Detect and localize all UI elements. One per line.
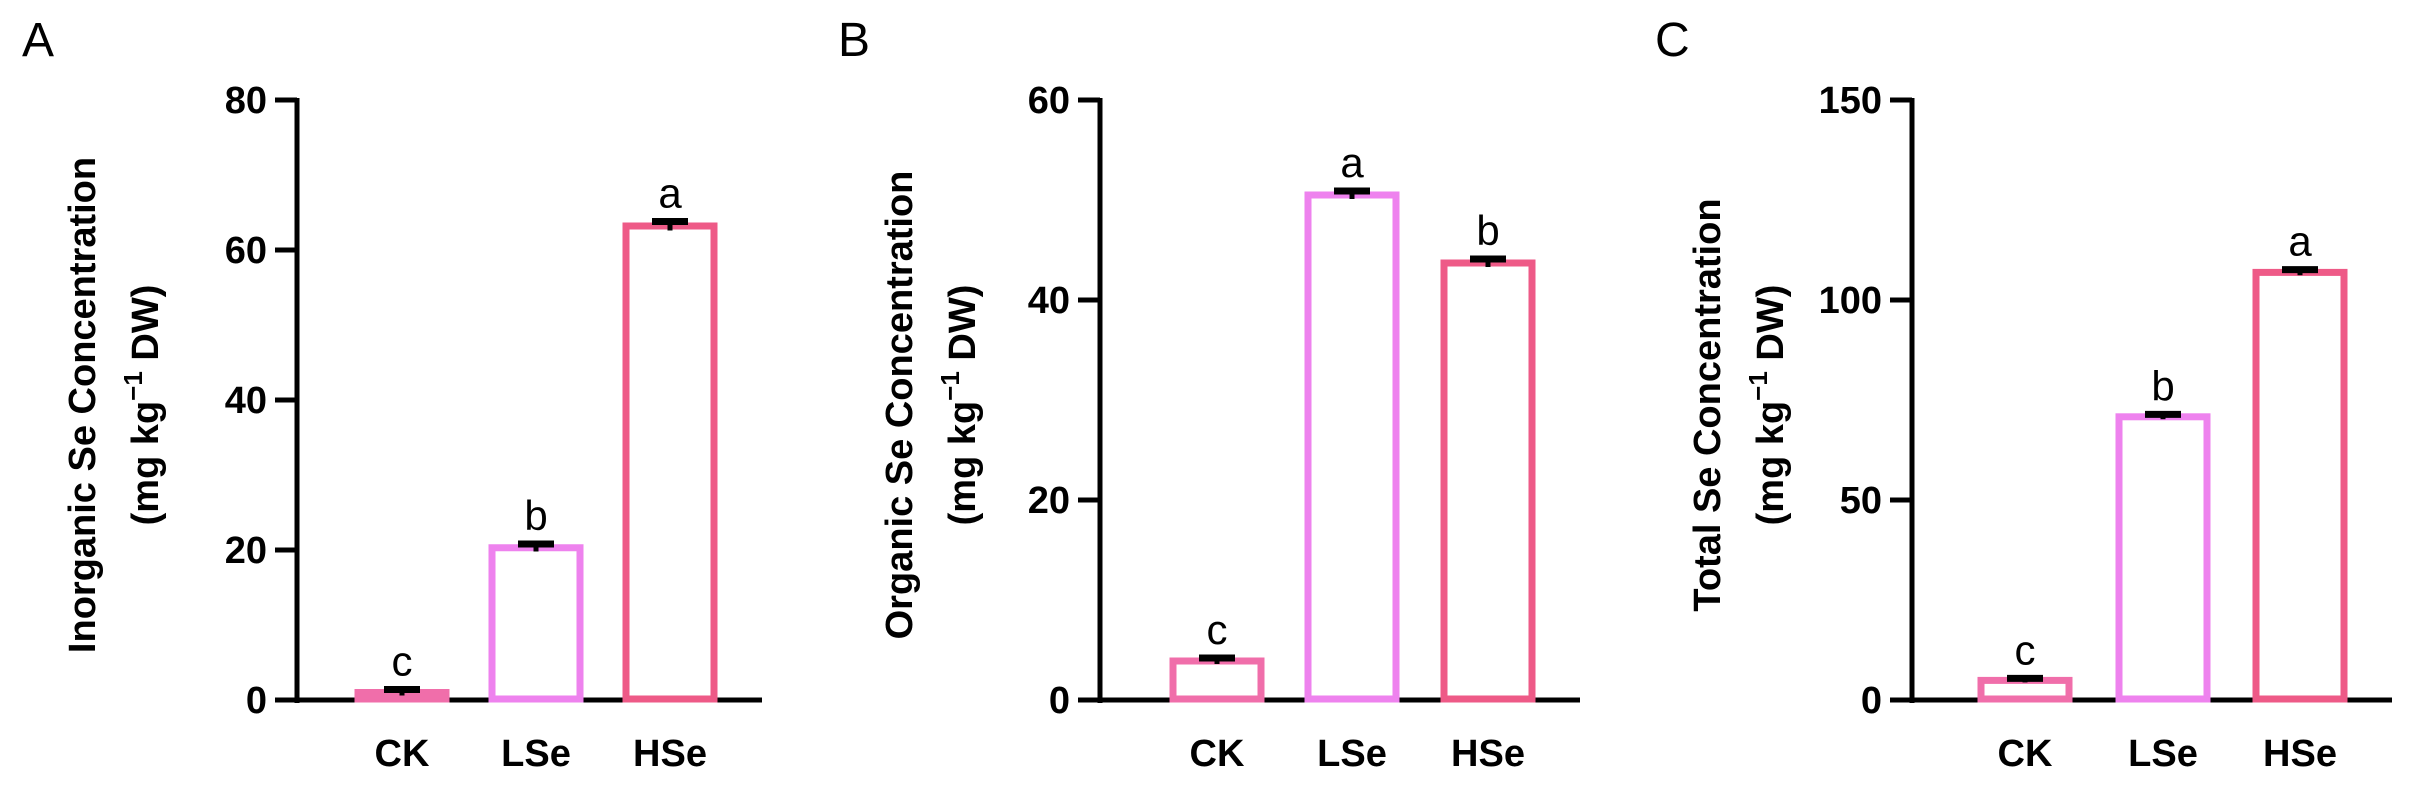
significance-label: b (524, 492, 547, 539)
panel-letter: A (22, 14, 54, 67)
error-bar-hse (652, 218, 688, 231)
y-tick-label: 20 (225, 530, 267, 572)
error-bar-hse (1470, 255, 1506, 267)
y-tick-label: 0 (1861, 680, 1882, 722)
y-axis-label: Inorganic Se Concentration (62, 157, 104, 653)
bar-hse (1440, 259, 1536, 703)
x-tick-label: CK (1190, 733, 1245, 775)
panel-letter: B (838, 14, 870, 67)
significance-label: c (1207, 606, 1228, 653)
x-tick-label: HSe (633, 733, 707, 775)
x-tick-label: HSe (2263, 733, 2337, 775)
x-tick-label: LSe (2128, 733, 2198, 775)
x-tick-label: CK (1998, 733, 2053, 775)
significance-label: c (2015, 626, 2036, 673)
y-axis-label-units: (mg kg−1 DW) (118, 285, 167, 526)
y-axis-units-superscript: −1 (1743, 371, 1773, 401)
error-bar-lse (518, 540, 554, 552)
bar-lse (488, 544, 584, 703)
y-axis-label-units: (mg kg−1 DW) (1743, 285, 1792, 526)
panel-c: C 0 50 100 150 Total Se Concentration (mg kg−1… (1655, 14, 2392, 775)
panel-a: A 0 20 40 60 80 Inorganic Se Concentration (mg … (22, 14, 762, 775)
error-bar-hse (2282, 266, 2318, 276)
y-tick-label: 60 (225, 230, 267, 272)
y-tick-label: 40 (1028, 280, 1070, 322)
panel-b: B 0 20 40 60 Organic Se Concentration (mg kg−1… (838, 14, 1580, 775)
error-bar-lse (1334, 187, 1370, 199)
y-axis-units-text: DW) (1750, 285, 1792, 372)
y-axis-label: Organic Se Concentration (879, 171, 921, 640)
y-axis-units-text: (mg kg (1750, 401, 1792, 526)
y-tick-label: 100 (1819, 280, 1882, 322)
bar-hse (622, 222, 718, 703)
y-axis-units-superscript: −1 (118, 371, 148, 401)
error-bar-ck (1199, 654, 1235, 664)
y-tick-label: 50 (1840, 480, 1882, 522)
significance-label: a (1340, 139, 1364, 186)
significance-label: b (2151, 362, 2174, 409)
significance-label: b (1476, 207, 1499, 254)
bar-hse (2252, 268, 2348, 703)
y-axis-units-superscript: −1 (935, 371, 965, 401)
y-axis-units-text: DW) (125, 285, 167, 372)
y-tick-label: 20 (1028, 480, 1070, 522)
error-bar-lse (2145, 410, 2181, 420)
y-tick-label: 150 (1819, 80, 1882, 122)
bar-ck (1169, 657, 1265, 703)
x-tick-label: LSe (501, 733, 571, 775)
x-tick-label: CK (375, 733, 430, 775)
error-bar-ck (384, 686, 420, 696)
significance-label: c (392, 638, 413, 685)
y-tick-label: 40 (225, 380, 267, 422)
x-tick-label: LSe (1317, 733, 1387, 775)
y-axis-units-text: (mg kg (942, 401, 984, 526)
panel-letter: C (1655, 14, 1690, 67)
y-tick-label: 0 (1049, 680, 1070, 722)
bar-lse (1304, 191, 1400, 703)
error-bar-ck (2007, 674, 2043, 683)
y-axis-units-text: DW) (942, 285, 984, 372)
y-axis-label-units: (mg kg−1 DW) (935, 285, 984, 526)
y-axis-label: Total Se Concentration (1687, 198, 1729, 611)
y-tick-label: 0 (246, 680, 267, 722)
bar-lse (2115, 413, 2211, 703)
y-tick-label: 60 (1028, 80, 1070, 122)
y-axis-units-text: (mg kg (125, 401, 167, 526)
bar-ck (1977, 676, 2073, 703)
y-tick-label: 80 (225, 80, 267, 122)
significance-label: a (2288, 218, 2312, 265)
x-tick-label: HSe (1451, 733, 1525, 775)
significance-label: a (658, 170, 682, 217)
